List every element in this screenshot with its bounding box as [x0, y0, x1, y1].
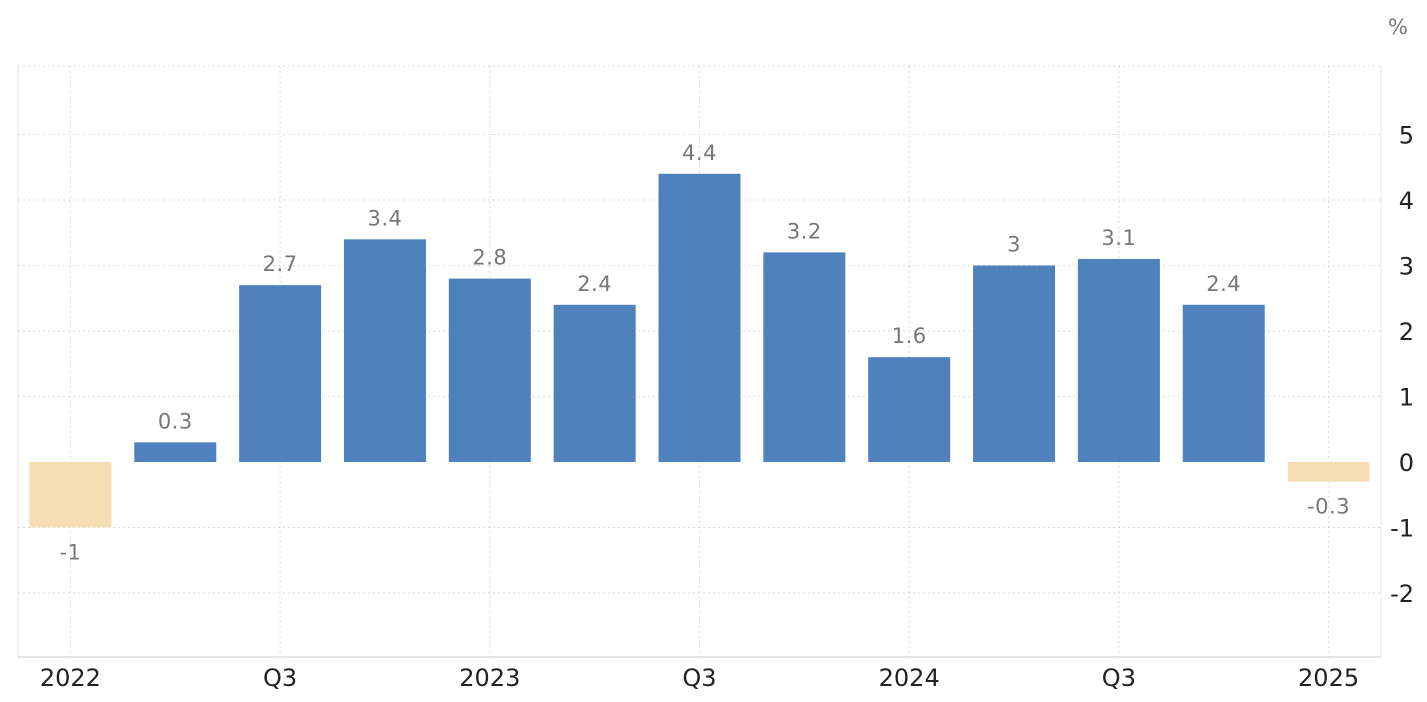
bar[interactable] — [343, 239, 426, 462]
bar[interactable] — [658, 173, 741, 463]
x-tick-label: Q3 — [1102, 664, 1136, 692]
y-tick-label: -1 — [1390, 515, 1414, 543]
y-tick-label: -2 — [1390, 580, 1414, 608]
data-label: 1.6 — [892, 324, 927, 348]
y-tick-label: 4 — [1399, 187, 1414, 215]
bars — [29, 173, 1370, 528]
y-tick-label: 3 — [1399, 253, 1414, 281]
y-tick-label: 5 — [1399, 122, 1414, 150]
data-label: 2.7 — [263, 252, 298, 276]
y-tick-label: 0 — [1399, 449, 1414, 477]
bar[interactable] — [1287, 462, 1370, 482]
x-tick-label: 2022 — [40, 664, 101, 692]
bar[interactable] — [553, 304, 636, 462]
data-label: 3.2 — [787, 219, 822, 243]
y-axis-ticks: 5 4 3 2 1 0 -1 -2 — [1390, 122, 1414, 609]
data-label: 3 — [1007, 233, 1021, 257]
data-label: 2.4 — [1206, 272, 1241, 296]
data-label: -1 — [59, 541, 81, 565]
bar[interactable] — [29, 462, 112, 528]
bar[interactable] — [1077, 258, 1160, 462]
x-tick-label: 2024 — [879, 664, 940, 692]
bar[interactable] — [239, 285, 322, 462]
y-unit-label: % — [1388, 15, 1408, 39]
bar[interactable] — [448, 278, 531, 462]
data-label: 3.1 — [1101, 226, 1136, 250]
x-axis-ticks: 2022 Q3 2023 Q3 2024 Q3 2025 — [40, 664, 1359, 692]
bar[interactable] — [763, 252, 846, 462]
data-label: -0.3 — [1307, 495, 1350, 519]
data-label: 2.8 — [472, 246, 507, 270]
data-label: 2.4 — [577, 272, 612, 296]
x-tick-label: 2023 — [459, 664, 520, 692]
bar[interactable] — [1182, 304, 1265, 462]
x-tick-label: Q3 — [263, 664, 297, 692]
y-tick-label: 2 — [1399, 318, 1414, 346]
y-tick-label: 1 — [1399, 384, 1414, 412]
data-labels: -1 0.3 2.7 3.4 2.8 2.4 4.4 3.2 1.6 3 3.1 2.4 -0.3 — [59, 141, 1350, 565]
x-tick-label: 2025 — [1298, 664, 1359, 692]
bar[interactable] — [973, 265, 1056, 463]
data-label: 3.4 — [368, 206, 403, 230]
data-label: 0.3 — [158, 409, 193, 433]
x-tick-label: Q3 — [682, 664, 716, 692]
data-label: 4.4 — [682, 141, 717, 165]
bar[interactable] — [868, 357, 951, 462]
bar[interactable] — [134, 442, 217, 462]
